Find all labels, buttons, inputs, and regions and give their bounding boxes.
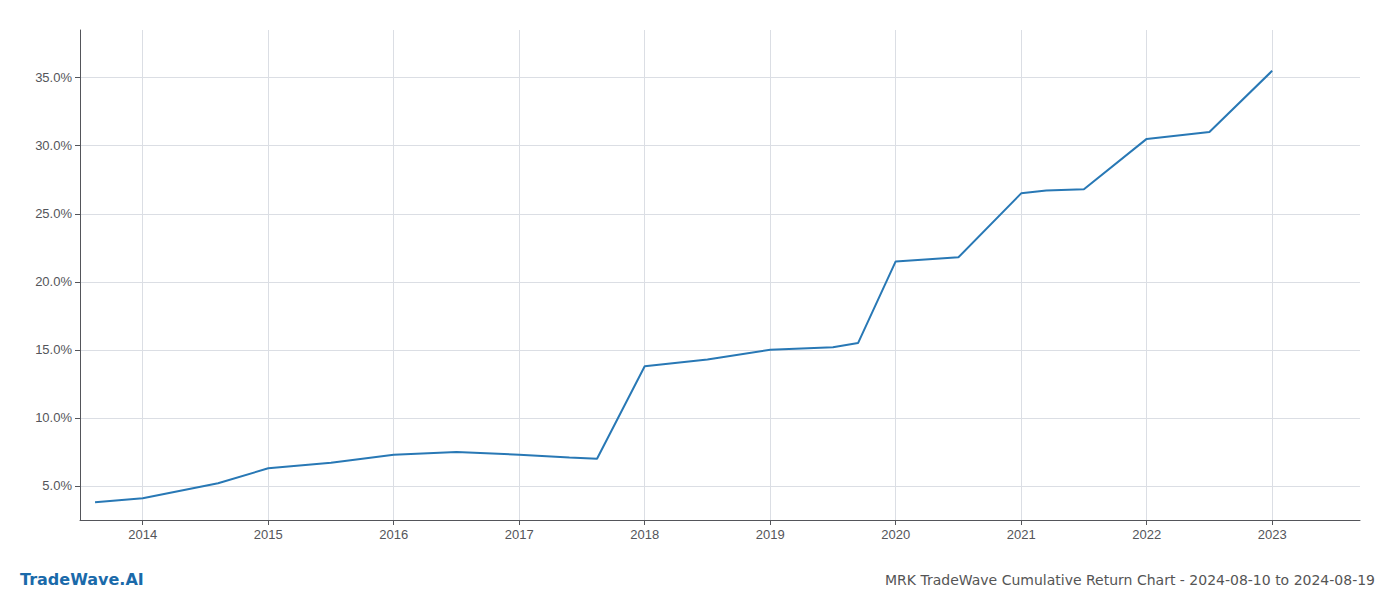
- svg-text:15.0%: 15.0%: [35, 342, 72, 357]
- svg-text:10.0%: 10.0%: [35, 410, 72, 425]
- svg-text:2022: 2022: [1132, 527, 1161, 542]
- svg-text:TradeWave.AI: TradeWave.AI: [20, 570, 144, 589]
- svg-text:2018: 2018: [630, 527, 659, 542]
- svg-text:2015: 2015: [254, 527, 283, 542]
- svg-text:2019: 2019: [756, 527, 785, 542]
- svg-text:2021: 2021: [1007, 527, 1036, 542]
- svg-text:30.0%: 30.0%: [35, 138, 72, 153]
- svg-text:2017: 2017: [505, 527, 534, 542]
- svg-text:2020: 2020: [881, 527, 910, 542]
- svg-text:MRK TradeWave Cumulative Retur: MRK TradeWave Cumulative Return Chart - …: [885, 572, 1375, 588]
- svg-text:2016: 2016: [379, 527, 408, 542]
- svg-text:2023: 2023: [1258, 527, 1287, 542]
- svg-text:5.0%: 5.0%: [42, 478, 72, 493]
- svg-text:35.0%: 35.0%: [35, 70, 72, 85]
- svg-text:20.0%: 20.0%: [35, 274, 72, 289]
- svg-text:25.0%: 25.0%: [35, 206, 72, 221]
- svg-text:2014: 2014: [128, 527, 157, 542]
